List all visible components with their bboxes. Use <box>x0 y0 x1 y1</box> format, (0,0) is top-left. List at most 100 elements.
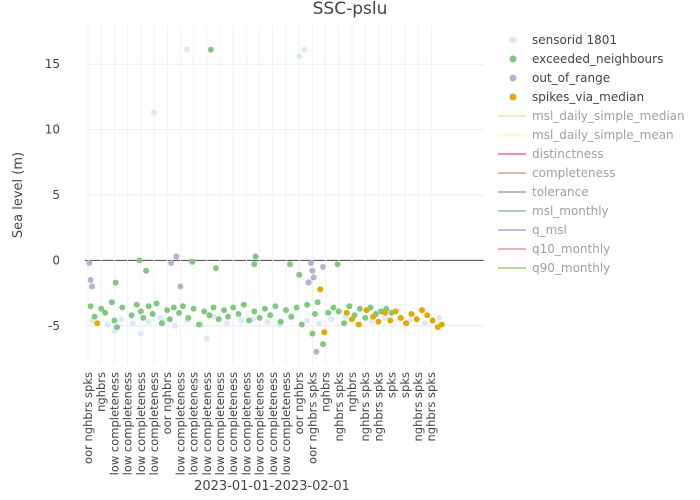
legend-label: q90_monthly <box>532 261 610 275</box>
point-exceeded-neighbours <box>190 305 197 312</box>
legend-item-out-of-range[interactable]: out_of_range <box>509 71 611 85</box>
point-exceeded-neighbours <box>111 317 118 324</box>
point-exceeded-neighbours <box>128 312 135 319</box>
x-tick-label: nghbrs spks <box>424 372 438 442</box>
x-tick-label: oor nghbrs spks <box>305 372 319 464</box>
point-exceeded-neighbours <box>215 316 222 323</box>
point-exceeded-neighbours <box>252 253 259 260</box>
point-exceeded-neighbours <box>320 341 326 348</box>
x-tick-label: low completeness <box>187 372 201 475</box>
legend-item-q90-monthly[interactable]: q90_monthly <box>498 261 610 275</box>
point-sensorid-1801 <box>145 318 152 325</box>
point-sensorid-1801 <box>118 316 124 323</box>
x-tick-label: low completeness <box>266 372 280 475</box>
point-exceeded-neighbours <box>330 304 337 311</box>
point-sensorid-1801 <box>382 314 388 321</box>
legend-label: exceeded_neighbours <box>532 52 663 66</box>
point-out-of-range <box>308 260 315 266</box>
point-out-of-range <box>309 267 316 274</box>
legend-item-spikes-via-median[interactable]: spikes_via_median <box>509 90 645 104</box>
point-exceeded-neighbours <box>293 304 300 311</box>
x-axis-category-labels: oor nghbrs spks nghbrs low completeness low… <box>81 372 438 475</box>
point-sensorid-1801 <box>304 317 311 324</box>
legend-item-tolerance[interactable]: tolerance <box>498 185 589 199</box>
point-exceeded-neighbours <box>235 311 242 317</box>
x-tick-label: nghbrs <box>345 372 359 412</box>
point-exceeded-neighbours <box>137 308 144 315</box>
point-out-of-range <box>168 260 175 266</box>
x-tick-label: nghbrs <box>319 372 333 412</box>
point-out-of-range <box>310 274 317 281</box>
point-exceeded-neighbours <box>102 309 109 316</box>
legend-label: distinctness <box>532 147 604 161</box>
point-spikes-via-median <box>408 311 415 317</box>
point-sensorid-1801 <box>151 109 157 116</box>
legend-label: q_msl <box>532 223 567 237</box>
point-exceeded-neighbours <box>213 265 219 272</box>
point-sensorid-1801 <box>368 318 375 325</box>
x-tick-label: low completeness <box>147 372 161 475</box>
legend-marker <box>509 55 517 63</box>
y-axis-ticks: -5 0 5 10 15 <box>45 57 60 333</box>
point-spikes-via-median <box>403 320 410 327</box>
y-axis-title: Sea level (m) <box>11 152 26 238</box>
point-exceeded-neighbours <box>256 314 263 321</box>
x-tick-label: spks <box>385 372 399 398</box>
point-spikes-via-median <box>438 321 445 328</box>
legend-item-q-msl[interactable]: q_msl <box>498 223 567 237</box>
point-exceeded-neighbours <box>240 301 247 308</box>
legend-item-sensorid-1801[interactable]: sensorid 1801 <box>509 33 618 47</box>
legend-item-q10-monthly[interactable]: q10_monthly <box>498 242 610 256</box>
point-sensorid-1801 <box>421 320 428 327</box>
x-tick-label: nghbrs spks <box>371 372 385 442</box>
legend[interactable]: sensorid 1801 exceeded_neighbours out_of_r… <box>498 33 685 275</box>
point-exceeded-neighbours <box>180 303 186 310</box>
x-tick-label: nghbrs spks <box>411 372 425 442</box>
point-out-of-range <box>305 279 312 286</box>
point-sensorid-1801 <box>104 321 111 328</box>
x-tick-label: low completeness <box>226 372 240 475</box>
point-sensorid-1801 <box>316 320 322 327</box>
point-exceeded-neighbours <box>166 316 173 323</box>
point-exceeded-neighbours <box>114 324 120 331</box>
point-spikes-via-median <box>387 317 394 324</box>
legend-item-completeness[interactable]: completeness <box>498 166 616 180</box>
point-spikes-via-median <box>370 313 377 320</box>
point-spikes-via-median <box>397 314 404 321</box>
legend-marker <box>509 74 517 82</box>
point-exceeded-neighbours <box>246 317 252 324</box>
point-sensorid-1801 <box>436 314 443 321</box>
legend-label: q10_monthly <box>532 242 610 256</box>
y-tick-label: -5 <box>48 319 60 333</box>
legend-item-msl-daily-simple-median[interactable]: msl_daily_simple_median <box>498 109 685 123</box>
x-tick-label: oor nghbrs spks <box>81 372 95 464</box>
point-exceeded-neighbours <box>287 261 293 268</box>
point-exceeded-neighbours <box>335 308 342 315</box>
legend-item-distinctness[interactable]: distinctness <box>498 147 604 161</box>
legend-item-msl-monthly[interactable]: msl_monthly <box>498 204 609 218</box>
point-out-of-range <box>173 253 180 260</box>
point-spikes-via-median <box>355 321 362 328</box>
point-exceeded-neighbours <box>133 301 140 308</box>
legend-item-exceeded-neighbours[interactable]: exceeded_neighbours <box>509 52 664 66</box>
point-out-of-range <box>89 283 95 290</box>
point-spikes-via-median <box>429 317 436 324</box>
point-exceeded-neighbours <box>189 258 196 265</box>
point-sensorid-1801 <box>327 316 334 323</box>
point-exceeded-neighbours <box>304 301 311 308</box>
point-exceeded-neighbours <box>288 313 295 320</box>
x-tick-label: nghbrs <box>94 372 108 412</box>
x-tick-label: low completeness <box>213 372 227 475</box>
point-exceeded-neighbours <box>119 304 126 311</box>
point-exceeded-neighbours <box>185 314 192 321</box>
x-tick-label: low completeness <box>200 372 214 475</box>
point-exceeded-neighbours <box>91 313 98 320</box>
x-tick-label: low completeness <box>134 372 148 475</box>
point-spikes-via-median <box>375 318 382 325</box>
legend-item-msl-daily-simple-mean[interactable]: msl_daily_simple_mean <box>498 128 674 142</box>
point-spikes-via-median <box>94 320 101 327</box>
point-exceeded-neighbours <box>314 299 321 306</box>
point-exceeded-neighbours <box>210 304 217 311</box>
scatter-points <box>86 46 445 355</box>
